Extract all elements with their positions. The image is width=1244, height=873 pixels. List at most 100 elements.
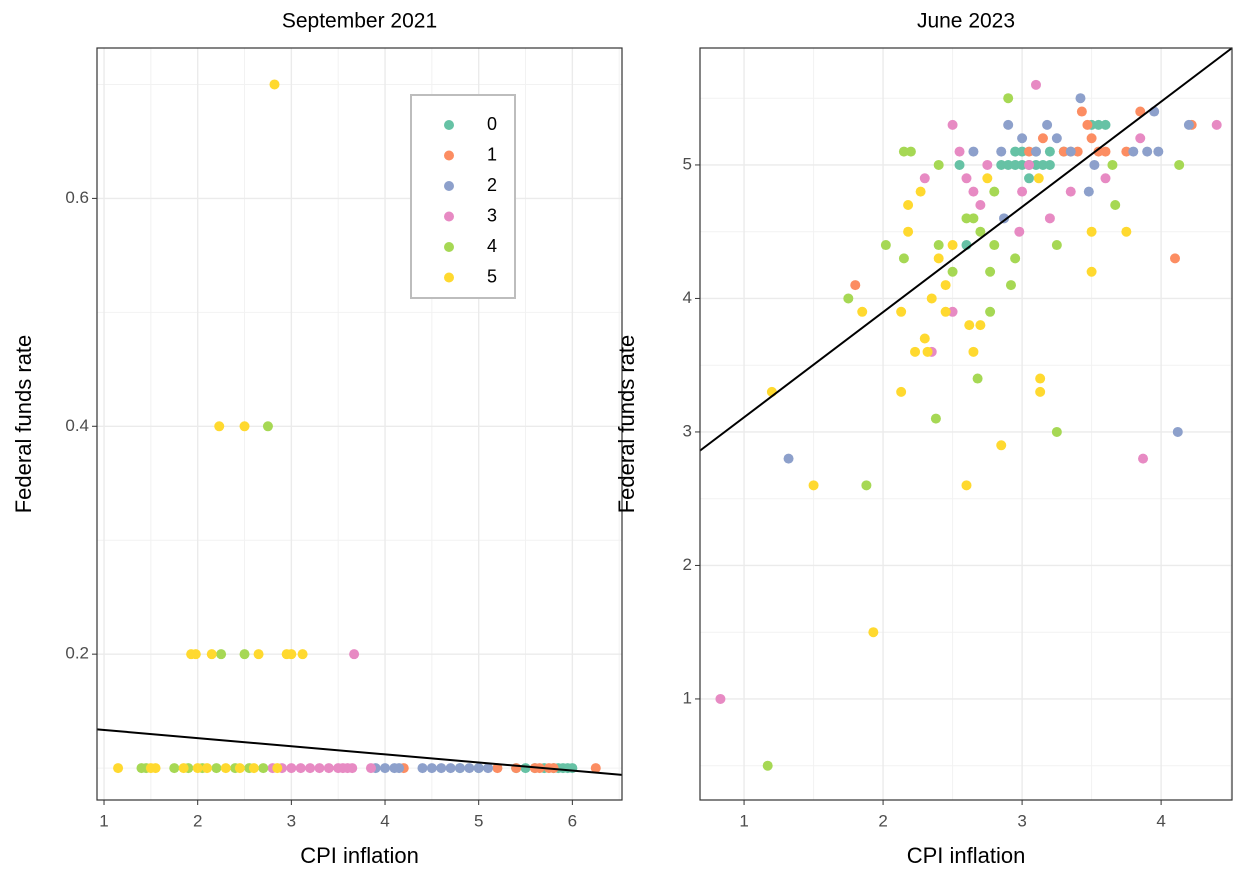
point <box>169 763 180 774</box>
point <box>1014 226 1025 237</box>
point <box>394 763 405 774</box>
legend-swatch <box>444 242 454 252</box>
point <box>1044 213 1055 224</box>
point <box>868 627 879 638</box>
point <box>1153 146 1164 157</box>
point <box>1083 186 1094 197</box>
y-tick-label: 3 <box>683 421 692 440</box>
point <box>896 386 907 397</box>
point <box>1135 106 1146 117</box>
point <box>1010 159 1021 170</box>
point <box>961 480 972 491</box>
plot-border <box>699 47 1233 801</box>
point <box>314 763 325 774</box>
point <box>762 760 773 771</box>
point <box>1030 146 1041 157</box>
point <box>996 440 1007 451</box>
fit-line <box>96 728 623 776</box>
point <box>520 763 531 774</box>
point <box>1100 146 1111 157</box>
point <box>940 306 951 317</box>
point <box>365 763 376 774</box>
x-tick-label: 5 <box>474 811 483 830</box>
point <box>286 763 297 774</box>
point <box>1017 133 1028 144</box>
point <box>898 253 909 264</box>
point <box>1005 280 1016 291</box>
point <box>492 763 503 774</box>
point <box>483 763 494 774</box>
point <box>926 293 937 304</box>
point <box>715 693 726 704</box>
y-tick-label: 5 <box>683 154 692 173</box>
point <box>933 240 944 251</box>
point <box>861 480 872 491</box>
point <box>590 763 601 774</box>
point <box>1089 159 1100 170</box>
legend-swatch <box>444 181 454 191</box>
point <box>454 763 465 774</box>
plot-background <box>700 48 1232 800</box>
point <box>783 453 794 464</box>
point <box>1100 119 1111 130</box>
point <box>1037 133 1048 144</box>
point <box>1035 386 1046 397</box>
point <box>1051 426 1062 437</box>
point <box>234 763 245 774</box>
point <box>961 213 972 224</box>
point <box>968 346 979 357</box>
point <box>1110 199 1121 210</box>
point <box>947 306 958 317</box>
point <box>1024 159 1035 170</box>
point <box>1142 146 1153 157</box>
x-tick-label: 4 <box>1156 811 1165 830</box>
point <box>933 253 944 264</box>
point <box>1093 146 1104 157</box>
point <box>1017 186 1028 197</box>
point <box>1086 266 1097 277</box>
point <box>445 763 456 774</box>
point <box>1003 119 1014 130</box>
point <box>964 320 975 331</box>
point <box>349 649 360 660</box>
x-axis-label: CPI inflation <box>300 843 419 868</box>
point <box>178 763 189 774</box>
legend-swatch <box>444 211 454 222</box>
point <box>211 763 222 774</box>
point <box>1024 146 1035 157</box>
x-tick-label: 1 <box>99 811 108 830</box>
panel-title: September 2021 <box>282 10 437 33</box>
plot-background <box>97 48 622 800</box>
point <box>1051 133 1062 144</box>
legend-swatch <box>444 120 454 130</box>
point <box>297 649 308 660</box>
point <box>1017 146 1028 157</box>
point <box>808 480 819 491</box>
point <box>417 763 428 774</box>
point <box>975 320 986 331</box>
legend-box <box>410 94 516 299</box>
point <box>972 373 983 384</box>
point <box>968 146 979 157</box>
point <box>919 173 930 184</box>
point <box>968 213 979 224</box>
point <box>190 649 201 660</box>
point <box>214 421 225 432</box>
point <box>1093 119 1104 130</box>
y-tick-label: 0.2 <box>65 644 89 663</box>
x-tick-label: 3 <box>1017 811 1026 830</box>
point <box>1086 133 1097 144</box>
point <box>1024 173 1035 184</box>
point <box>1135 133 1146 144</box>
point <box>843 293 854 304</box>
point <box>216 649 227 660</box>
point <box>1003 93 1014 104</box>
point <box>1010 253 1021 264</box>
point <box>898 146 909 157</box>
point <box>1082 119 1093 130</box>
legend-label: 1 <box>487 144 497 164</box>
point <box>305 763 316 774</box>
y-axis-label: Federal funds rate <box>11 335 36 514</box>
point <box>910 346 921 357</box>
point <box>930 413 941 424</box>
